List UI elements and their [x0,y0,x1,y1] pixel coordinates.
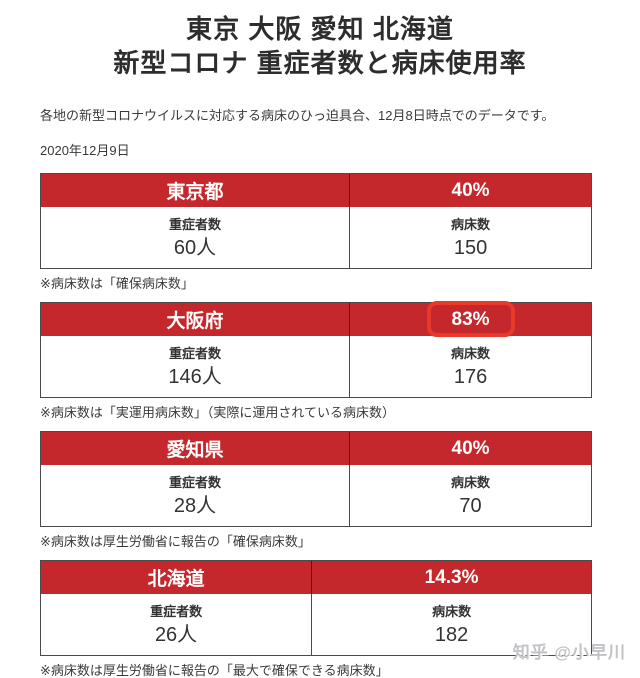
table-body-row: 重症者数 28人 病床数 70 [41,465,591,526]
table-header-row: 東京都 40% [41,174,591,207]
rate-highlight-wrap: 83% [426,301,515,337]
prefecture-name-cell: 大阪府 [41,303,351,336]
prefecture-table-osaka: 大阪府 83% 重症者数 146人 病床数 17 [40,301,592,398]
severe-cases-label: 重症者数 [169,345,222,361]
tables-container: 東京都 40% 重症者数 60人 病床数 150 ※病床数は「確保病 [40,173,600,678]
table-block-osaka: 大阪府 83% 重症者数 146人 病床数 17 [40,301,600,420]
severe-cases-label: 重症者数 [169,474,222,490]
page-subtitle: 各地の新型コロナウイルスに対応する病床のひっ迫具合、12月8日時点でのデータです… [40,108,555,123]
prefecture-name-cell: 愛知県 [41,432,351,465]
beds-cell: 病床数 70 [350,465,591,526]
beds-value: 176 [453,365,488,388]
beds-label: 病床数 [451,216,491,232]
bed-usage-rate-value: 40% [451,437,490,459]
table-block-aichi: 愛知県 40% 重症者数 28人 病床数 70 ※病床数は厚生労働省 [40,431,600,549]
prefecture-table-hokkaido: 北海道 14.3% 重症者数 26人 病床数 182 [40,560,592,656]
table-footnote: ※病床数は「確保病床数」 [40,276,194,291]
severe-cases-label: 重症者数 [150,603,203,619]
bed-usage-rate-value: 83% [451,308,490,330]
beds-label: 病床数 [451,474,491,490]
table-footnote: ※病床数は厚生労働省に報告の「最大で確保できる病床数」 [40,663,389,678]
prefecture-name-cell: 北海道 [41,561,313,594]
severe-cases-cell: 重症者数 26人 [41,594,313,655]
prefecture-table-aichi: 愛知県 40% 重症者数 28人 病床数 70 [40,431,592,527]
severe-cases-cell: 重症者数 60人 [41,207,351,268]
prefecture-name-cell: 東京都 [41,174,351,207]
beds-value: 70 [459,494,482,517]
beds-cell: 病床数 176 [350,336,591,397]
table-footnote: ※病床数は厚生労働省に報告の「確保病床数」 [40,534,311,549]
bed-usage-rate-cell: 40% [350,174,591,207]
bed-usage-rate-cell: 14.3% [312,561,591,594]
table-header-row: 大阪府 83% [41,301,591,337]
table-body-row: 重症者数 26人 病床数 182 [41,594,591,655]
beds-value: 182 [434,623,469,646]
bed-usage-rate-value: 14.3% [424,566,479,588]
table-header-row: 愛知県 40% [41,432,591,465]
table-header-row: 北海道 14.3% [41,561,591,594]
severe-cases-label: 重症者数 [169,216,222,232]
severe-cases-cell: 重症者数 28人 [41,465,351,526]
bed-usage-rate-value: 40% [451,179,490,201]
severe-cases-value: 28人 [173,494,217,517]
severe-cases-value: 146人 [168,365,222,388]
page-title-line1: 東京 大阪 愛知 北海道 [186,14,454,44]
date-label: 2020年12月9日 [40,143,130,158]
beds-cell: 病床数 182 [312,594,591,655]
table-body-row: 重症者数 60人 病床数 150 [41,207,591,268]
beds-value: 150 [453,236,488,259]
severe-cases-value: 26人 [154,623,198,646]
severe-cases-value: 60人 [173,236,217,259]
severe-cases-cell: 重症者数 146人 [41,336,351,397]
bed-usage-rate-cell: 83% [350,301,591,337]
beds-label: 病床数 [451,345,491,361]
beds-label: 病床数 [432,603,472,619]
page-title: 東京 大阪 愛知 北海道 新型コロナ 重症者数と病床使用率 [0,0,640,80]
bed-usage-rate-cell: 40% [350,432,591,465]
table-body-row: 重症者数 146人 病床数 176 [41,336,591,397]
table-footnote: ※病床数は「実運用病床数」（実際に運用されている病床数） [40,405,396,420]
prefecture-table-tokyo: 東京都 40% 重症者数 60人 病床数 150 [40,173,592,269]
beds-cell: 病床数 150 [350,207,591,268]
zhihu-watermark: 知乎 @小早川 [512,643,626,662]
page-title-line2: 新型コロナ 重症者数と病床使用率 [113,48,527,78]
table-block-tokyo: 東京都 40% 重症者数 60人 病床数 150 ※病床数は「確保病 [40,173,600,291]
